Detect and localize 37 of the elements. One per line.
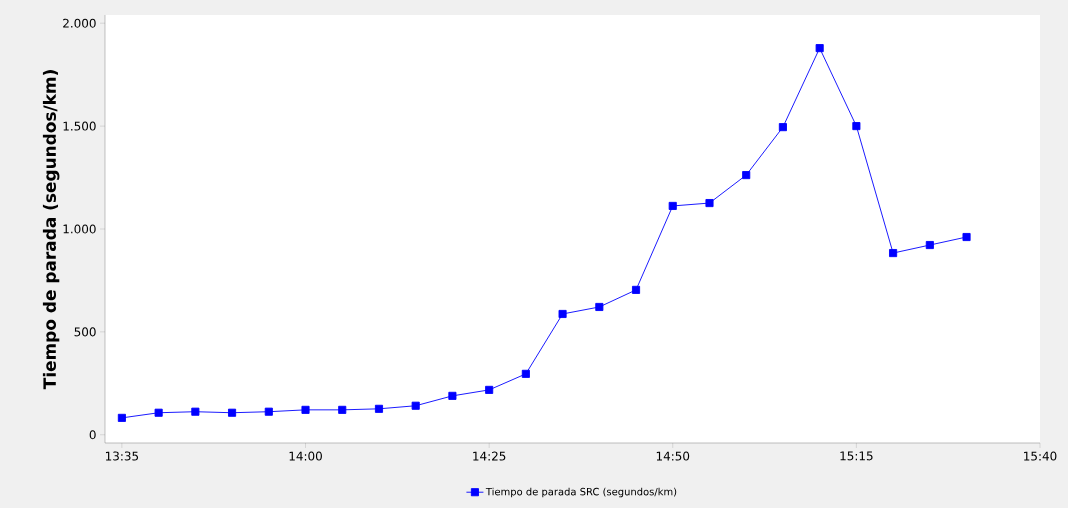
- point: [264, 407, 273, 416]
- point: [338, 405, 347, 414]
- point: [191, 407, 200, 416]
- point: [448, 391, 457, 400]
- point: [925, 241, 934, 250]
- legend-label: Tiempo de parada SRC (segundos/km): [485, 487, 677, 498]
- y-tick-label: 0: [89, 430, 96, 440]
- point: [668, 201, 677, 210]
- point: [815, 44, 824, 53]
- x-tick-label: 15:40: [1024, 451, 1057, 461]
- point: [962, 232, 971, 242]
- point: [778, 123, 787, 132]
- point: [154, 408, 163, 417]
- point: [632, 285, 641, 294]
- point: [374, 404, 384, 413]
- point: [411, 401, 420, 410]
- y-axis-title: Tiempo de parada (segundos/km): [42, 70, 60, 390]
- point: [485, 385, 494, 394]
- point: [521, 369, 530, 378]
- point: [558, 309, 567, 319]
- point: [852, 122, 861, 131]
- x-tick-label: 14:00: [289, 451, 322, 461]
- point: [301, 405, 310, 414]
- x-tick-label: 13:35: [105, 451, 139, 461]
- point: [742, 171, 751, 180]
- point: [889, 249, 898, 258]
- y-tick-label: 500: [74, 327, 96, 337]
- point: [117, 413, 126, 422]
- y-tick-label: 1.000: [63, 224, 96, 234]
- x-tick-label: 15:15: [840, 451, 873, 461]
- x-tick-label: 14:50: [656, 451, 690, 461]
- y-tick-label: 2.000: [63, 18, 96, 28]
- x-tick-label: 14:25: [473, 451, 506, 461]
- point: [595, 302, 604, 312]
- point: [705, 199, 714, 208]
- y-tick-label: 1.500: [63, 121, 96, 131]
- point: [228, 408, 237, 417]
